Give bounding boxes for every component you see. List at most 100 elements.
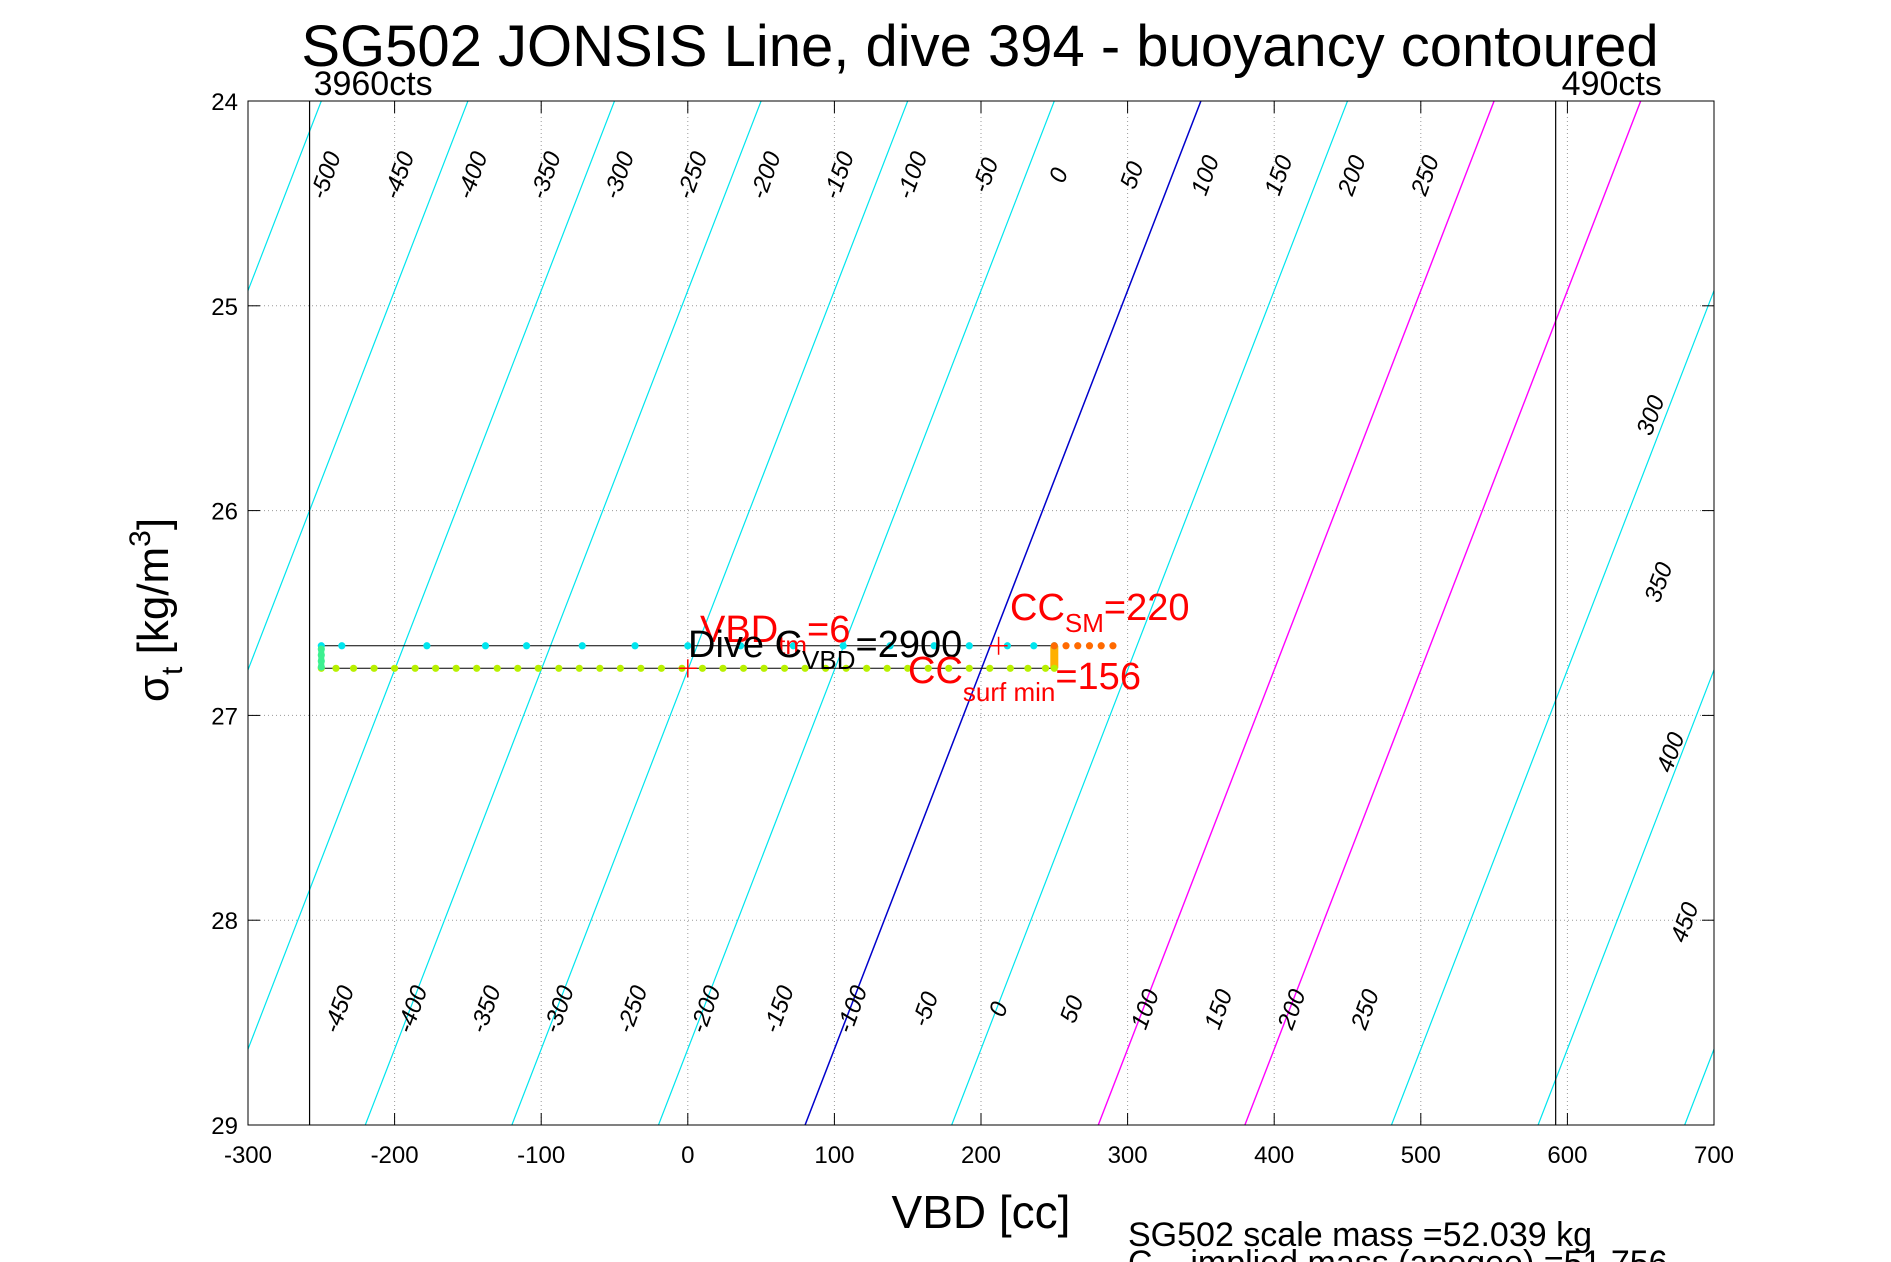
x-tick-label: 300 bbox=[1108, 1142, 1148, 1169]
data-point bbox=[575, 664, 583, 672]
x-tick-label: -100 bbox=[517, 1142, 565, 1169]
cc-surf-min-sub: surf min bbox=[963, 677, 1055, 707]
vbd-tm-sub: tm bbox=[778, 630, 807, 660]
data-point bbox=[1109, 642, 1117, 650]
grid bbox=[248, 101, 1714, 1125]
data-point bbox=[338, 642, 346, 650]
data-point bbox=[596, 664, 604, 672]
x-tick-label: -300 bbox=[224, 1142, 272, 1169]
data-point bbox=[514, 664, 522, 672]
data-point bbox=[1097, 642, 1105, 650]
footer-implied-mass-prefix: C bbox=[1128, 1244, 1153, 1262]
data-point bbox=[317, 645, 325, 653]
annotation-cc-surf-min: CCsurf min=156 bbox=[908, 650, 1141, 707]
data-point bbox=[534, 664, 542, 672]
x-tick-label: 0 bbox=[681, 1142, 694, 1169]
y-tick-label: 25 bbox=[211, 294, 238, 321]
data-point bbox=[965, 642, 973, 650]
data-point bbox=[631, 642, 639, 650]
data-point bbox=[1041, 664, 1050, 672]
data-point bbox=[423, 642, 431, 650]
x-tick-label: 100 bbox=[814, 1142, 854, 1169]
data-point bbox=[863, 664, 871, 672]
x-tick-label: 500 bbox=[1401, 1142, 1441, 1169]
y-axis-label: σt [kg/m3] bbox=[124, 518, 189, 702]
contour-line bbox=[1097, 101, 1495, 1125]
data-point bbox=[736, 642, 745, 650]
dive-cvbd-value: =2900 bbox=[856, 624, 963, 666]
data-point bbox=[842, 664, 850, 672]
data-point bbox=[965, 664, 973, 672]
data-point bbox=[684, 642, 692, 650]
data-point bbox=[555, 664, 563, 672]
contour-line bbox=[248, 101, 616, 1051]
data-point bbox=[1050, 642, 1058, 650]
data-point bbox=[1085, 642, 1094, 650]
contour-line bbox=[1244, 101, 1642, 1125]
data-point bbox=[883, 664, 891, 672]
y-axis-label-text: [kg/m bbox=[129, 547, 178, 667]
contour-line bbox=[1684, 1047, 1714, 1125]
data-point bbox=[317, 657, 325, 665]
y-axis-label-sub: t bbox=[156, 666, 189, 675]
cc-sm-prefix: CC bbox=[1010, 587, 1065, 629]
dive-cvbd-sub: VBD bbox=[802, 645, 855, 675]
data-point bbox=[370, 664, 378, 672]
data-point bbox=[1006, 664, 1014, 672]
contour-line bbox=[364, 101, 762, 1125]
contour-line bbox=[1831, 101, 1891, 1125]
data-point bbox=[616, 664, 624, 672]
data-point bbox=[1062, 642, 1070, 650]
y-axis-label-sup: 3 bbox=[124, 530, 157, 547]
contour-line bbox=[951, 101, 1349, 1125]
data-point bbox=[1024, 664, 1032, 672]
data-point bbox=[789, 642, 797, 650]
y-axis-label-close: ] bbox=[129, 518, 178, 530]
annotation-dive-cvbd: Dive CVBD=2900 bbox=[688, 624, 962, 675]
data-point bbox=[473, 664, 481, 672]
data-point bbox=[1074, 642, 1082, 650]
cc-surf-min-value: =156 bbox=[1055, 656, 1141, 698]
data-point bbox=[522, 642, 531, 650]
x-tick-label: 200 bbox=[961, 1142, 1001, 1169]
dive-cvbd-prefix: Dive C bbox=[688, 624, 802, 666]
data-point bbox=[930, 642, 938, 650]
data-point bbox=[945, 664, 953, 672]
y-tick-label: 29 bbox=[211, 1113, 238, 1140]
cc-sm-value: =220 bbox=[1104, 587, 1190, 629]
data-point bbox=[481, 642, 490, 650]
x-tick-label: 400 bbox=[1254, 1142, 1294, 1169]
data-point bbox=[719, 664, 727, 672]
data-point bbox=[1050, 664, 1058, 672]
data-point bbox=[349, 664, 358, 672]
contour-line bbox=[248, 101, 322, 293]
data-point bbox=[698, 664, 707, 672]
data-point bbox=[637, 664, 645, 672]
data-point bbox=[822, 664, 830, 672]
data-point bbox=[493, 664, 501, 672]
data-point bbox=[657, 664, 666, 672]
y-tick-label: 24 bbox=[211, 89, 238, 116]
contour-line bbox=[511, 101, 909, 1125]
data-point bbox=[391, 664, 399, 672]
annotation-vbd-tm: VBDtm=6 bbox=[700, 609, 850, 660]
y-tick-label: 27 bbox=[211, 703, 238, 730]
y-axis-label-base: σ bbox=[129, 675, 178, 702]
data-point bbox=[801, 664, 809, 672]
vbd-limit-label: 3960cts bbox=[314, 65, 433, 103]
contour-line bbox=[248, 101, 469, 672]
data-point bbox=[317, 651, 325, 659]
data-point bbox=[760, 664, 768, 672]
data-point bbox=[317, 663, 325, 671]
data-point bbox=[924, 664, 932, 672]
x-tick-label: 700 bbox=[1694, 1142, 1734, 1169]
x-tick-label: 600 bbox=[1547, 1142, 1587, 1169]
data-point bbox=[1030, 642, 1038, 650]
data-point bbox=[432, 664, 440, 672]
data-point bbox=[452, 664, 460, 672]
data-point bbox=[578, 642, 586, 650]
data-point bbox=[904, 664, 912, 672]
chart-title: SG502 JONSIS Line, dive 394 - buoyancy c… bbox=[301, 14, 1658, 79]
data-point bbox=[332, 664, 340, 672]
